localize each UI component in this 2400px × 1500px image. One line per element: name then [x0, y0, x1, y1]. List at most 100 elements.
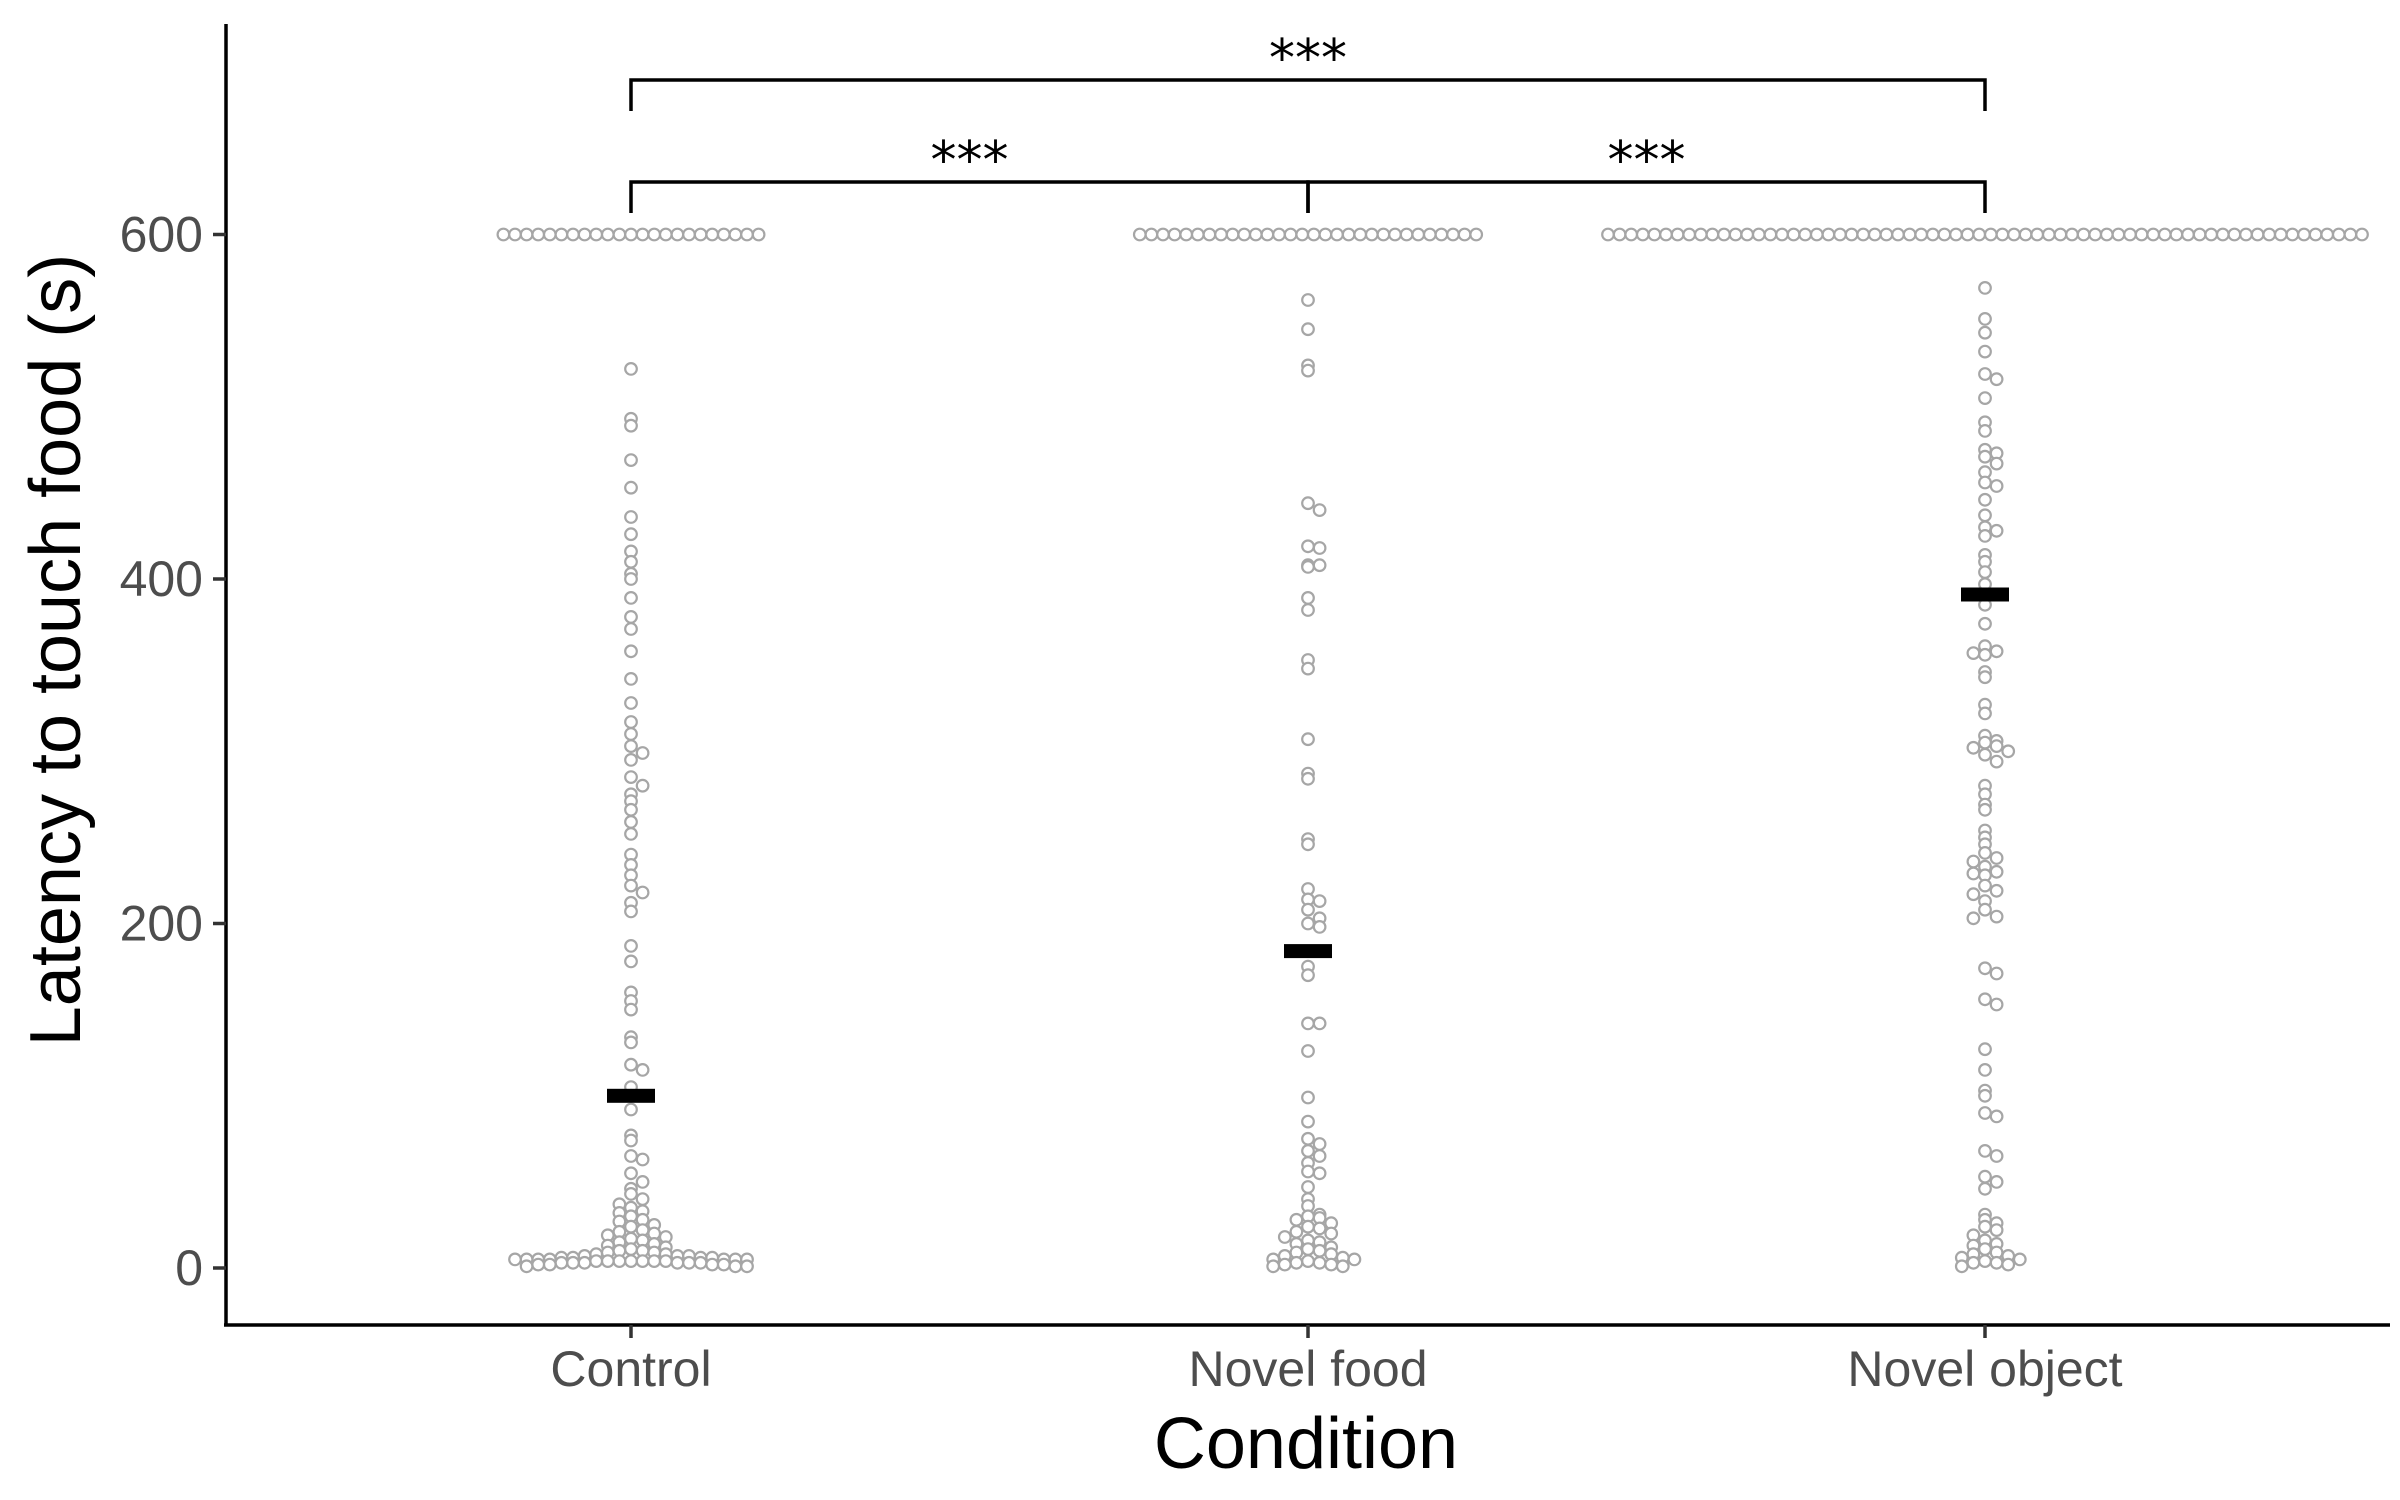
- data-point: [2343, 227, 2358, 242]
- y-axis-title: Latency to touch food (s): [16, 254, 96, 1046]
- data-point: [1978, 565, 1992, 579]
- data-point: [1301, 1180, 1315, 1194]
- data-point: [1751, 227, 1766, 242]
- data-point: [682, 1255, 696, 1270]
- data-point: [1989, 739, 2004, 753]
- data-point: [1399, 227, 1414, 242]
- data-point: [1728, 227, 1743, 242]
- data-point: [1612, 227, 1627, 242]
- data-point: [624, 591, 638, 605]
- data-point: [1301, 1164, 1315, 1179]
- data-point: [1266, 1259, 1281, 1274]
- data-point: [728, 1259, 743, 1274]
- data-point: [1301, 1143, 1315, 1158]
- data-point: [1989, 1255, 2004, 1270]
- data-point: [566, 1255, 580, 1270]
- data-point: [1301, 968, 1315, 983]
- data-point: [1324, 1226, 1339, 1241]
- data-point: [624, 453, 638, 468]
- mean-marker: [1284, 944, 1332, 959]
- data-point: [554, 1255, 569, 1270]
- data-point: [1301, 732, 1315, 747]
- mean-marker: [607, 1088, 655, 1103]
- data-point: [1341, 227, 1356, 242]
- data-point: [1978, 1088, 1992, 1103]
- data-point: [542, 227, 557, 242]
- data-point: [1144, 227, 1159, 242]
- data-point: [1989, 1149, 2004, 1163]
- data-point: [1190, 227, 1205, 242]
- data-point: [589, 227, 604, 242]
- data-point: [2273, 227, 2288, 242]
- data-point: [635, 1254, 650, 1268]
- data-point: [1978, 992, 1992, 1007]
- data-point: [1301, 1016, 1315, 1031]
- data-point: [1978, 1242, 1992, 1256]
- data-point: [635, 885, 650, 900]
- data-point: [2204, 227, 2219, 242]
- data-point: [670, 227, 685, 242]
- data-point: [1422, 227, 1437, 242]
- data-point: [2320, 227, 2335, 242]
- data-point: [1301, 837, 1315, 852]
- data-point: [1301, 661, 1315, 676]
- data-point: [1989, 851, 2004, 865]
- data-point: [1624, 227, 1639, 242]
- data-point: [624, 1002, 638, 1017]
- data-point: [740, 227, 754, 242]
- data-point: [1301, 603, 1315, 617]
- data-point: [1978, 1062, 1992, 1077]
- data-point: [1301, 1242, 1315, 1256]
- data-point: [1978, 508, 1992, 523]
- data-point: [1983, 227, 1998, 242]
- data-point: [2146, 227, 2161, 242]
- data-point: [612, 1254, 627, 1268]
- data-point: [612, 227, 627, 242]
- data-point: [635, 1062, 650, 1077]
- data-point: [1978, 1181, 1992, 1196]
- data-point: [624, 727, 638, 741]
- data-point: [1978, 391, 1992, 406]
- data-point: [693, 1255, 708, 1270]
- data-point: [2030, 227, 2045, 242]
- data-point: [1670, 227, 1685, 242]
- significance-bracket: [1306, 180, 1987, 213]
- data-point: [1978, 1143, 1992, 1158]
- y-tick-label: 200: [120, 896, 203, 952]
- data-point: [2088, 227, 2103, 242]
- data-point: [1978, 1042, 1992, 1057]
- data-point: [2076, 227, 2091, 242]
- data-point: [1301, 1219, 1315, 1234]
- data-point: [624, 1057, 638, 1072]
- data-point: [1301, 916, 1315, 931]
- data-point: [1978, 475, 1992, 490]
- data-point: [624, 418, 638, 433]
- data-point: [566, 227, 580, 242]
- data-point: [2157, 227, 2172, 242]
- data-point: [2308, 227, 2323, 242]
- data-point: [1966, 911, 1981, 926]
- data-point: [2262, 227, 2277, 242]
- data-point: [1457, 227, 1472, 242]
- data-point: [1446, 227, 1460, 242]
- significance-bracket: [629, 78, 1987, 111]
- data-point: [1978, 647, 1992, 662]
- data-point: [1335, 1259, 1350, 1274]
- data-point: [1469, 227, 1484, 242]
- data-point: [2355, 227, 2369, 242]
- data-point: [1682, 227, 1697, 242]
- data-point: [624, 904, 638, 919]
- data-point: [1995, 227, 2010, 242]
- data-point: [2041, 227, 2056, 242]
- data-point: [1324, 1257, 1339, 1272]
- data-point: [635, 227, 650, 242]
- data-point: [1318, 227, 1333, 242]
- data-point: [1635, 227, 1650, 242]
- data-point: [624, 622, 638, 636]
- data-point: [1132, 227, 1147, 242]
- data-point: [1978, 529, 1992, 543]
- data-point: [2331, 227, 2346, 242]
- data-point: [1937, 227, 1952, 242]
- data-point: [624, 1166, 638, 1181]
- data-point: [1989, 1223, 2004, 1237]
